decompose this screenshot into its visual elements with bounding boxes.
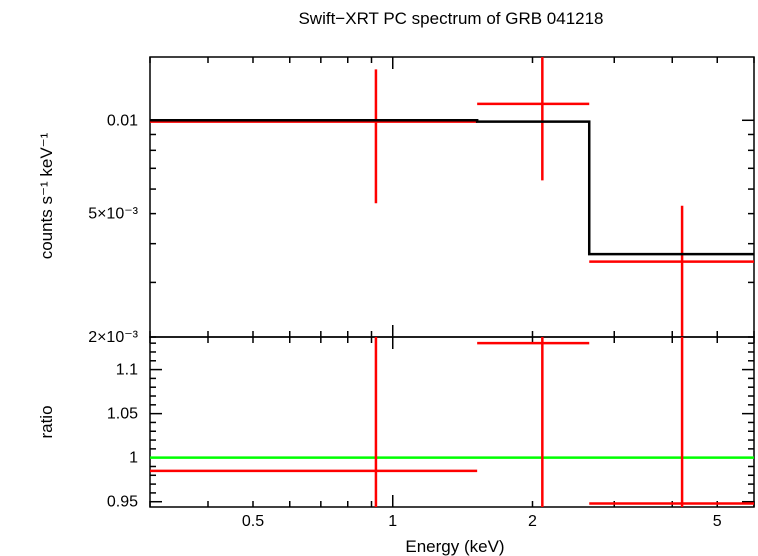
x-tick-label: 1 — [388, 513, 397, 530]
model-step-line — [150, 119, 754, 256]
y-tick-label: 1.05 — [107, 406, 138, 423]
y-axis-label-spectrum: counts s⁻¹ keV⁻¹ — [37, 132, 56, 259]
plot-frame — [149, 336, 755, 508]
x-tick-label: 0.5 — [242, 513, 264, 530]
plot-frame — [149, 56, 755, 338]
y-tick-label: 0.95 — [107, 494, 138, 511]
ratio-panel: 0.95 1 1.05 1.1 — [107, 336, 755, 511]
spectrum-panel: 0.01 5×10⁻³ 2×10⁻³ — [88, 56, 755, 346]
x-axis-label: Energy (keV) — [405, 537, 504, 556]
y-tick-label: 1.1 — [116, 362, 138, 379]
y-tick-label: 0.01 — [107, 112, 138, 129]
x-tick-label: 2 — [528, 513, 537, 530]
y-axis-label-ratio: ratio — [37, 405, 56, 438]
chart-title: Swift−XRT PC spectrum of GRB 041218 — [298, 9, 603, 28]
x-tick-label: 5 — [713, 513, 722, 530]
y-tick-label: 2×10⁻³ — [88, 329, 138, 346]
y-tick-label: 5×10⁻³ — [88, 206, 138, 223]
y-tick-label: 1 — [129, 450, 138, 467]
